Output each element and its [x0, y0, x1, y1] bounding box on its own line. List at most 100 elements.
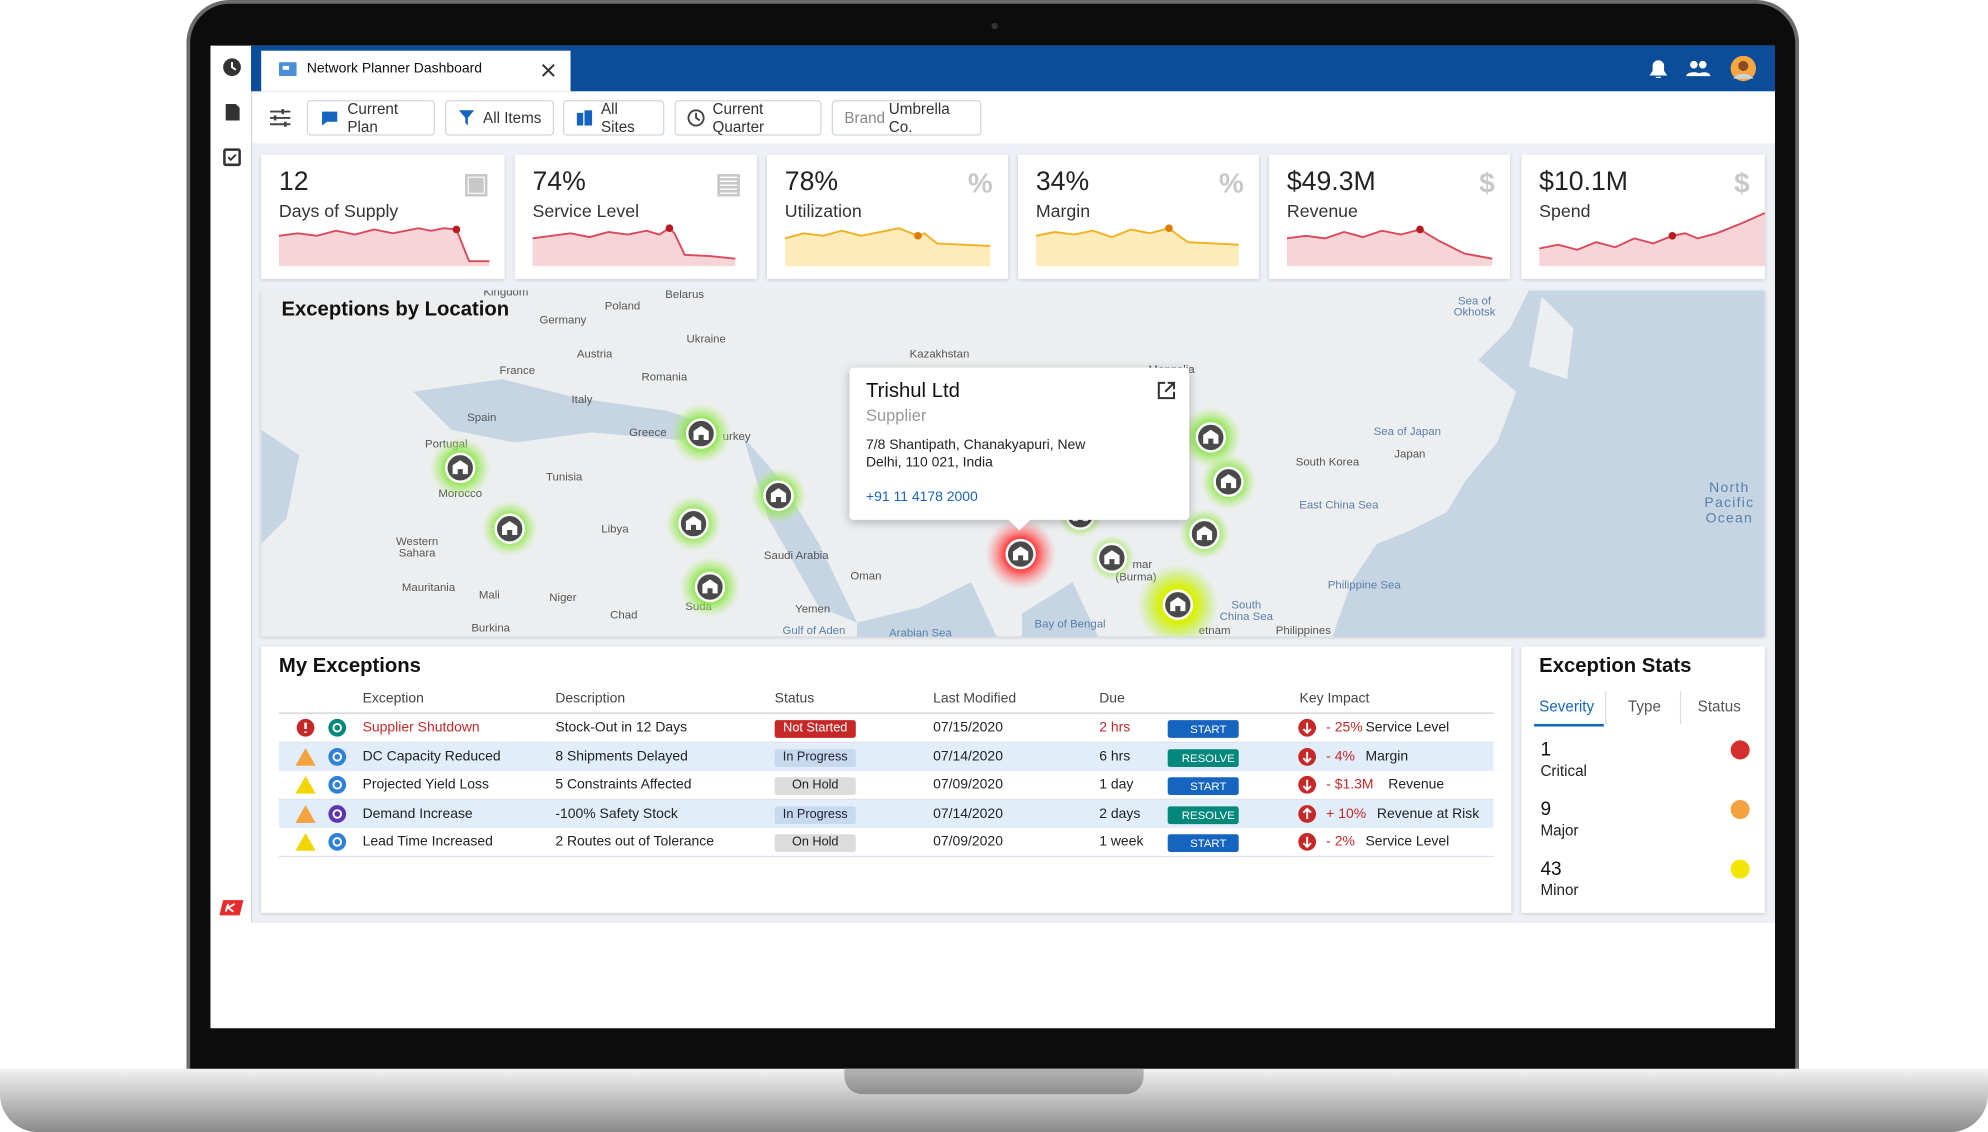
map-label: Philippine Sea — [1327, 578, 1401, 591]
sparkline-area — [532, 228, 736, 267]
impact-value: - 4% — [1326, 748, 1355, 764]
map-label: Germany — [539, 313, 587, 326]
exception-name[interactable]: Projected Yield Loss — [362, 777, 489, 793]
filter-label: All Sites — [600, 100, 635, 136]
map-label: Tunisia — [546, 470, 583, 484]
filter-chip[interactable]: All Sites — [562, 100, 665, 136]
kpi-label: Margin — [1035, 200, 1091, 221]
type-icon — [328, 775, 347, 794]
sparkline-area — [278, 228, 490, 267]
table-row[interactable]: Demand Increase -100% Safety Stock In Prog… — [278, 799, 1494, 829]
kpi-card: 78% Utilization% — [767, 154, 1008, 279]
status-badge: On Hold — [774, 834, 856, 853]
table-row[interactable]: DC Capacity Reduced 8 Shipments Delayed In… — [278, 742, 1494, 772]
calendar-icon[interactable] — [223, 148, 241, 167]
marker-icon — [770, 488, 787, 503]
filter-icon — [458, 109, 476, 127]
type-icon-inner — [332, 837, 343, 847]
marker-icon — [1203, 429, 1219, 444]
impact-arrow — [1302, 779, 1312, 792]
table-row[interactable]: Projected Yield Loss 5 Constraints Affect… — [278, 770, 1494, 801]
map-label: China Sea — [1219, 609, 1273, 623]
filter-chip[interactable]: All Items — [445, 100, 555, 136]
stat-dot — [1730, 800, 1750, 820]
exception-name[interactable]: Supplier Shutdown — [362, 720, 480, 736]
type-icon-inner — [332, 808, 343, 819]
tab[interactable]: Network Planner Dashboard — [261, 50, 571, 92]
brand-filter[interactable]: Brand Umbrella Co. — [831, 100, 982, 136]
action-button[interactable]: RESOLVE — [1167, 805, 1239, 824]
kpi-label: Days of Supply — [278, 200, 399, 221]
map-label: Bay of Bengal — [1034, 617, 1106, 631]
close-tab[interactable] — [541, 63, 555, 77]
notch — [844, 1068, 1144, 1095]
column-header: Description — [555, 690, 626, 707]
stat-count: 43 — [1540, 858, 1562, 880]
map-label: Gulf of Aden — [782, 623, 846, 637]
kpi-value: 74% — [532, 167, 586, 197]
stats-tab[interactable]: Severity — [1539, 697, 1595, 716]
map-label: France — [499, 363, 536, 377]
sparkline-line — [1286, 228, 1493, 260]
kpi-label: Service Level — [532, 200, 640, 221]
action-button[interactable]: RESOLVE — [1167, 748, 1239, 767]
filter-icon — [320, 109, 340, 127]
status-badge: Not Started — [774, 720, 856, 738]
table-row[interactable]: Lead Time Increased 2 Routes out of Toler… — [278, 827, 1494, 858]
due: 2 hrs — [1099, 720, 1131, 736]
popup-phone[interactable]: +91 11 4178 2000 — [865, 489, 978, 505]
exception-name[interactable]: Lead Time Increased — [362, 834, 493, 850]
stats-tab[interactable]: Status — [1697, 697, 1741, 716]
exception-name[interactable]: Demand Increase — [362, 805, 473, 821]
type-icon-inner — [332, 780, 343, 790]
map-label: North — [1709, 480, 1750, 496]
impact-metric: Margin — [1365, 748, 1409, 764]
marker-icon — [452, 460, 468, 475]
stats-panel — [1521, 646, 1765, 913]
filter-label: Current Quarter — [712, 100, 765, 136]
avatar[interactable] — [1730, 55, 1756, 82]
kpi-value: 12 — [278, 167, 309, 197]
users[interactable] — [1686, 60, 1711, 77]
exceptions-title: My Exceptions — [278, 655, 421, 678]
filter-settings[interactable] — [269, 108, 292, 128]
filter-chip[interactable]: Current Quarter — [674, 100, 822, 136]
open-link[interactable] — [1156, 380, 1176, 400]
stats-tab[interactable]: Type — [1627, 697, 1661, 716]
marker-icon — [693, 426, 709, 440]
type-icon — [328, 832, 347, 851]
exception-name[interactable]: DC Capacity Reduced — [362, 748, 501, 764]
map-label: Kingdom — [483, 290, 529, 298]
marker-icon — [1196, 526, 1213, 541]
marker-icon — [502, 521, 518, 536]
kpi-value: $10.1M — [1539, 167, 1628, 197]
sparkline — [1035, 224, 1239, 267]
due: 6 hrs — [1099, 748, 1131, 764]
stat-count: 1 — [1540, 739, 1552, 761]
notifications[interactable] — [1649, 60, 1668, 78]
action-button[interactable]: START — [1167, 777, 1239, 795]
document-icon[interactable] — [225, 103, 240, 121]
map-label: Italy — [571, 393, 593, 406]
filter-chip[interactable]: Current Plan — [306, 100, 435, 136]
action-button[interactable]: START — [1167, 834, 1239, 853]
map-label: Japan — [1394, 447, 1426, 461]
description: 2 Routes out of Tolerance — [555, 834, 715, 850]
kpi-value: 78% — [784, 167, 839, 197]
last-modified: 07/14/2020 — [933, 748, 1003, 764]
map-label: Libya — [601, 522, 629, 536]
filter-label: All Items — [483, 109, 542, 127]
action-button[interactable]: START — [1167, 720, 1239, 738]
kpi-icon: ▣ — [463, 167, 490, 200]
sparkline-area — [1035, 228, 1239, 267]
impact-icon — [1298, 718, 1317, 737]
map-label: Sea of — [1458, 294, 1492, 307]
sparkline-line — [1539, 212, 1766, 251]
sparkline — [784, 227, 991, 267]
table-row[interactable]: Supplier Shutdown Stock-Out in 12 Days Not… — [278, 713, 1494, 743]
sparkline-dot — [914, 232, 922, 240]
sidebar-border — [251, 45, 253, 924]
top-icons — [1649, 55, 1756, 82]
column-header: Key Impact — [1299, 690, 1370, 707]
map-label: Yemen — [795, 602, 831, 615]
